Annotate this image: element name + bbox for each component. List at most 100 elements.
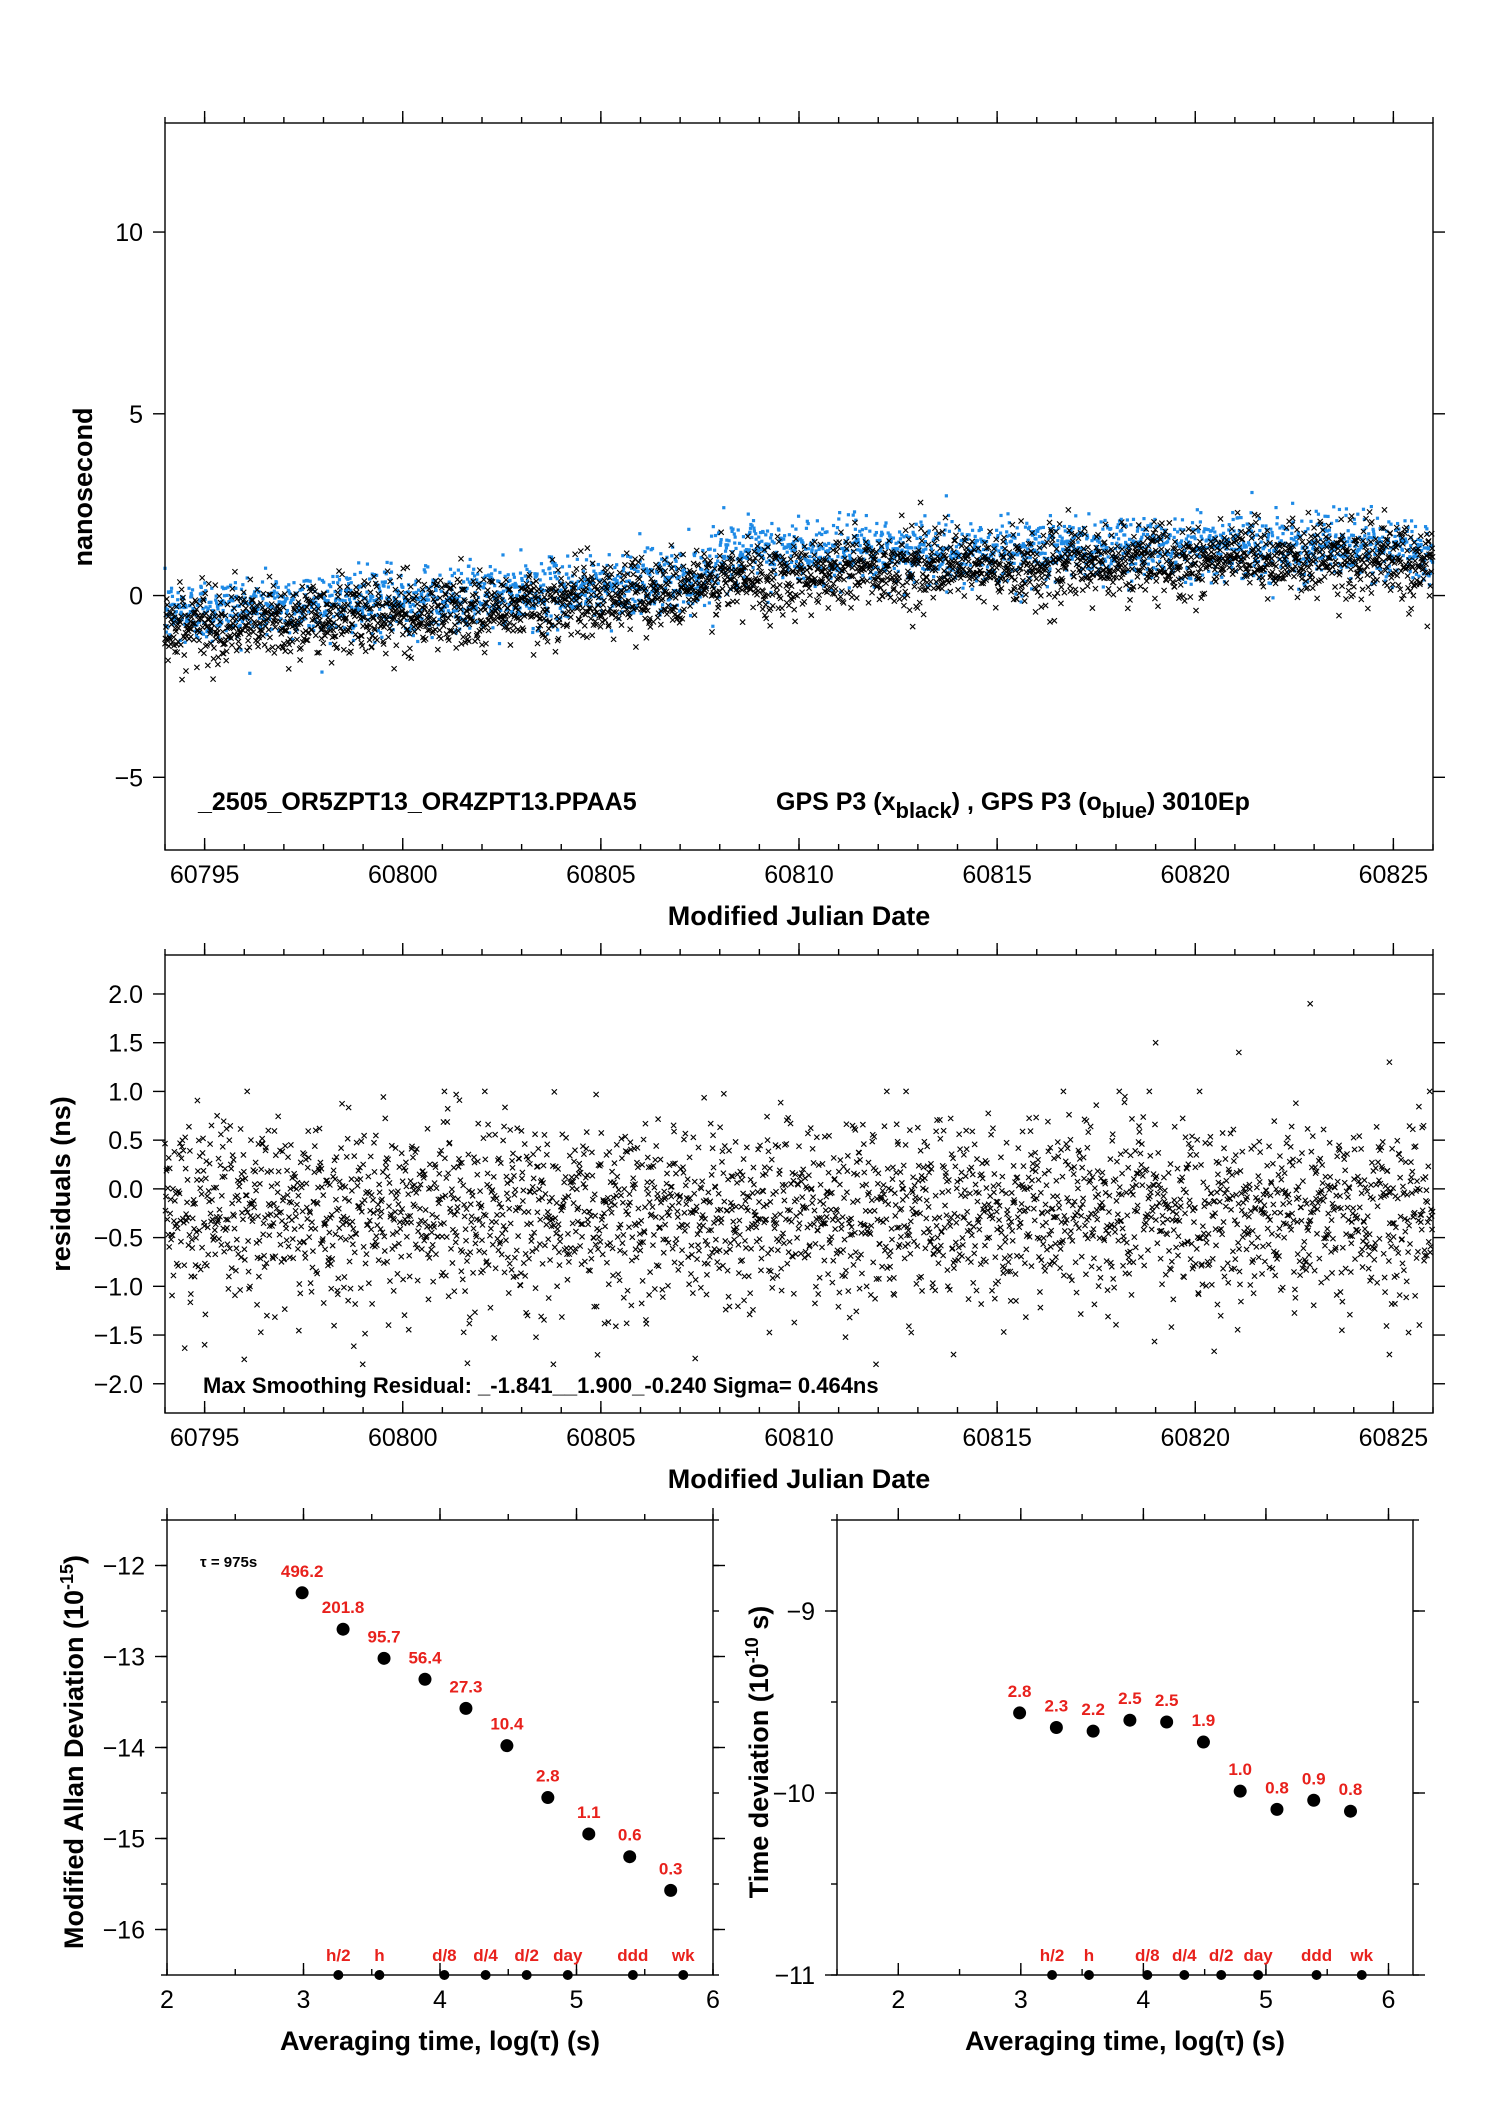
phase-point-blue [1416, 542, 1420, 547]
phase-point-black [1040, 532, 1047, 539]
phase-point-black [482, 640, 489, 647]
phase-point-blue [801, 541, 805, 545]
phase-point-blue [805, 558, 809, 562]
phase-point-black [250, 629, 257, 636]
phase-point-blue [861, 573, 865, 578]
phase-point-black [223, 648, 230, 655]
phase-point-black [353, 584, 360, 591]
phase-point-blue [1419, 538, 1423, 543]
phase-point-blue [356, 606, 360, 610]
phase-point-blue [1347, 536, 1351, 540]
phase-point-blue [1109, 562, 1113, 566]
phase-point-blue [894, 541, 898, 545]
phase-point-black [277, 618, 283, 625]
phase-point-blue [1381, 535, 1385, 539]
phase-point-blue [846, 536, 850, 540]
phase-point-blue [708, 547, 712, 551]
phase-panel: 60795 60800 60805 60810 60815 60820 60825−5051… [68, 111, 1445, 931]
phase-point-blue [743, 555, 747, 560]
phase-point-blue [1000, 524, 1004, 528]
phase-point-black [360, 614, 367, 621]
phase-point-blue [414, 579, 418, 583]
phase-point-black [341, 606, 348, 613]
phase-point-blue [796, 514, 801, 518]
phase-point-blue [452, 609, 456, 613]
phase-point-blue [688, 613, 693, 618]
phase-point-blue [408, 604, 412, 609]
phase-point-blue [571, 606, 575, 610]
phase-point-blue [532, 606, 537, 610]
phase-point-blue [778, 553, 782, 558]
phase-point-blue [169, 603, 173, 607]
phase-point-black [458, 640, 465, 647]
phase-point-blue [839, 532, 844, 536]
phase-point-black [185, 612, 192, 619]
phase-point-blue [1145, 567, 1149, 571]
phase-point-blue [1190, 535, 1194, 539]
phase-point-blue [1293, 535, 1297, 539]
phase-point-blue [760, 539, 764, 543]
phase-point-blue [1052, 561, 1056, 565]
phase-point-blue [1279, 539, 1283, 543]
phase-point-blue [1427, 546, 1431, 550]
phase-point-blue [840, 555, 844, 559]
phase-point-blue [1414, 572, 1418, 576]
phase-point-black [223, 657, 230, 664]
phase-point-blue [1032, 542, 1036, 546]
phase-point-blue [1317, 556, 1321, 560]
phase-point-blue [189, 591, 193, 596]
phase-point-blue [1266, 535, 1270, 539]
phase-point-blue [534, 591, 538, 595]
phase-point-blue [894, 579, 899, 584]
phase-point-black [298, 615, 305, 622]
phase-point-blue [1314, 509, 1318, 513]
phase-point-black [733, 598, 740, 605]
phase-point-blue [1368, 550, 1372, 554]
phase-point-blue [472, 608, 476, 612]
phase-point-blue [1295, 541, 1299, 546]
phase-point-blue [361, 611, 365, 615]
phase-point-blue [1263, 562, 1267, 567]
phase-point-blue [1176, 530, 1180, 534]
phase-point-blue [453, 595, 457, 600]
phase-point-blue [594, 573, 598, 577]
phase-point-blue [1148, 525, 1153, 529]
phase-point-blue [891, 536, 896, 540]
phase-point-blue [1186, 534, 1190, 538]
phase-point-blue [455, 597, 460, 601]
phase-point-blue [888, 533, 892, 537]
phase-point-blue [221, 587, 226, 591]
phase-point-blue [1100, 562, 1105, 567]
phase-point-blue [1136, 526, 1140, 530]
phase-point-black [310, 583, 317, 590]
phase-point-blue [1000, 546, 1004, 550]
phase-point-blue [902, 535, 906, 539]
phase-point-blue [815, 519, 819, 523]
phase-point-blue [453, 615, 457, 619]
phase-point-black [847, 589, 854, 596]
phase-point-black [271, 649, 278, 656]
phase-point-blue [287, 583, 291, 587]
phase-point-black [245, 620, 252, 627]
phase-point-blue [583, 593, 587, 598]
phase-point-blue [1209, 538, 1213, 543]
phase-point-blue [1036, 529, 1040, 533]
phase-point-blue [614, 580, 618, 585]
phase-point-blue [527, 606, 531, 610]
phase-point-blue [1430, 543, 1434, 548]
phase-point-blue [880, 532, 885, 536]
phase-point-blue [1221, 523, 1225, 528]
phase-point-blue [847, 586, 851, 590]
phase-point-black [192, 597, 199, 604]
phase-point-blue [1336, 544, 1340, 548]
phase-point-blue [703, 580, 708, 584]
phase-point-blue [461, 607, 465, 611]
phase-point-blue [626, 554, 630, 558]
phase-point-blue [262, 617, 266, 621]
phase-point-blue [924, 534, 928, 538]
phase-point-blue [862, 536, 866, 541]
phase-point-blue [1129, 523, 1133, 527]
phase-point-blue [1211, 536, 1216, 540]
phase-point-blue [552, 564, 556, 568]
phase-point-blue [243, 609, 248, 613]
